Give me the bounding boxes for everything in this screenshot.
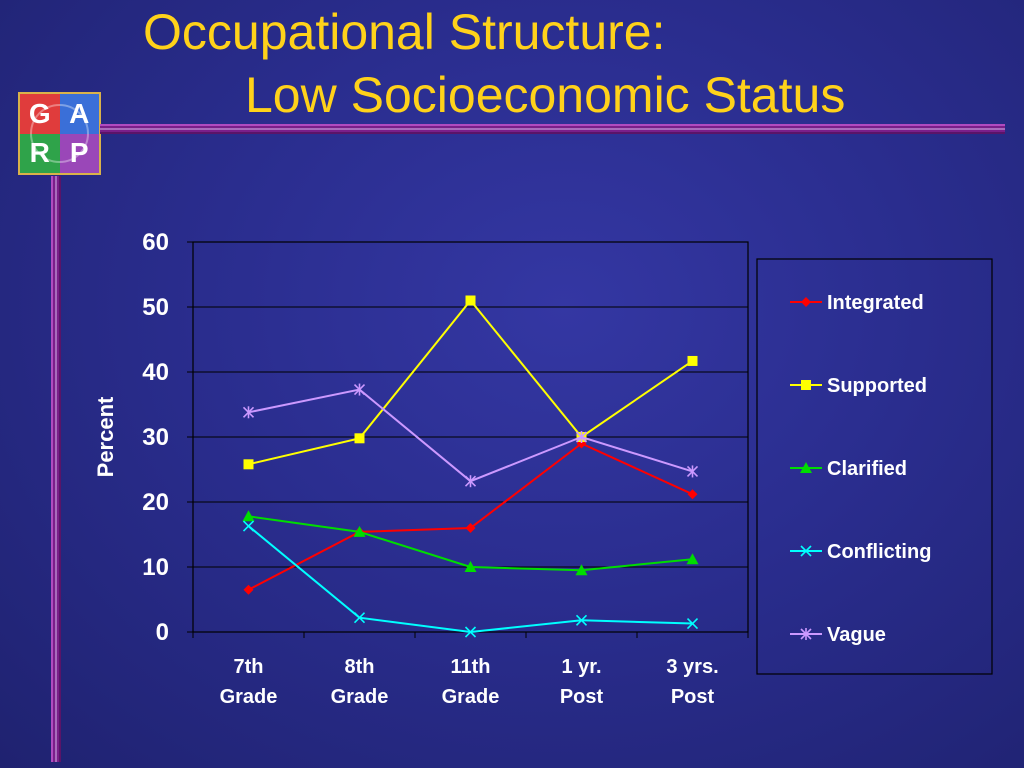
data-point <box>800 462 812 473</box>
x-category-label: Grade <box>442 686 500 708</box>
y-tick-label: 30 <box>142 424 169 451</box>
data-point <box>801 380 811 390</box>
data-point <box>353 612 366 624</box>
y-axis-title: Percent <box>93 396 118 477</box>
series-line <box>247 525 693 634</box>
legend-label: Clarified <box>827 458 907 480</box>
data-point <box>575 431 588 443</box>
data-point <box>464 626 477 638</box>
data-point <box>242 520 255 532</box>
decorative-horizontal-bar <box>100 124 1005 134</box>
y-tick-label: 50 <box>142 294 169 321</box>
legend-label: Conflicting <box>827 541 931 563</box>
data-point <box>686 617 699 630</box>
y-tick-label: 20 <box>142 489 169 516</box>
x-category-label: Grade <box>331 686 389 708</box>
slide-title-line-2: Low Socioeconomic Status <box>245 67 846 123</box>
legend-entry: Conflicting <box>790 541 931 563</box>
data-point <box>353 383 366 396</box>
x-category-label: 11th <box>450 656 490 678</box>
series-conflicting <box>242 520 699 638</box>
series-supported <box>243 295 698 470</box>
data-point-stroke <box>242 520 255 532</box>
data-point <box>242 406 255 419</box>
legend-entry: Vague <box>790 624 886 646</box>
data-point-stroke <box>575 614 588 626</box>
data-point <box>465 295 476 306</box>
legend-entry: Integrated <box>790 292 924 314</box>
x-category-label: 3 yrs. <box>666 656 718 678</box>
y-tick-label: 60 <box>142 229 169 256</box>
data-point <box>800 545 812 557</box>
x-category-label: 1 yr. <box>561 656 601 678</box>
data-point <box>575 564 588 576</box>
legend-entry: Clarified <box>790 458 907 480</box>
chart-axes: 0 10 20 30 40 50 60 7th Grade 8th Grade 11th Grade 1 … <box>142 229 749 708</box>
y-tick-label: 10 <box>142 554 169 581</box>
legend-box <box>756 258 993 675</box>
data-point <box>353 525 366 537</box>
decorative-vertical-bar <box>51 176 61 762</box>
series-integrated <box>243 438 698 595</box>
data-point-stroke <box>353 612 366 624</box>
x-category-label: Post <box>560 686 604 708</box>
legend-label: Vague <box>827 624 886 646</box>
chart-legend: Integrated Supported Clarified Conflicting V… <box>756 258 993 675</box>
data-point-stroke <box>686 617 699 630</box>
logo-letter-p: P <box>69 137 89 169</box>
series-line <box>248 388 693 483</box>
data-point <box>686 553 699 565</box>
chart-series <box>242 295 699 638</box>
legend-label: Integrated <box>827 292 924 314</box>
y-tick-label: 0 <box>156 619 169 646</box>
y-tick-label: 40 <box>142 359 169 386</box>
logo-letter-g: G <box>28 97 51 129</box>
data-point <box>354 433 365 444</box>
x-category-label: 8th <box>345 656 375 678</box>
logo-ring <box>30 104 89 163</box>
data-point-stroke <box>464 626 477 638</box>
x-category-label: 7th <box>234 656 264 678</box>
x-category-label: Grade <box>220 686 278 708</box>
data-point <box>687 355 698 366</box>
slide-title-line-1: Occupational Structure: <box>143 4 666 60</box>
data-point <box>243 459 254 470</box>
data-point-stroke <box>800 545 812 557</box>
series-line <box>248 298 694 466</box>
legend-entry: Supported <box>790 375 927 397</box>
legend-label: Supported <box>827 375 927 397</box>
x-category-label: Post <box>671 686 715 708</box>
data-point <box>464 475 477 488</box>
data-point <box>687 489 698 500</box>
data-point <box>575 614 588 626</box>
data-point <box>800 628 812 640</box>
data-point <box>465 523 476 533</box>
garp-logo: G A R P <box>18 92 101 175</box>
data-point <box>686 465 699 478</box>
series-vague <box>242 383 699 488</box>
logo-letter-a: A <box>69 97 90 129</box>
chart-gridlines <box>193 241 748 568</box>
data-point <box>242 510 255 522</box>
logo-letter-r: R <box>29 137 50 169</box>
series-clarified <box>242 510 699 576</box>
data-point <box>801 297 811 307</box>
data-point <box>243 584 254 595</box>
data-point <box>464 561 477 572</box>
